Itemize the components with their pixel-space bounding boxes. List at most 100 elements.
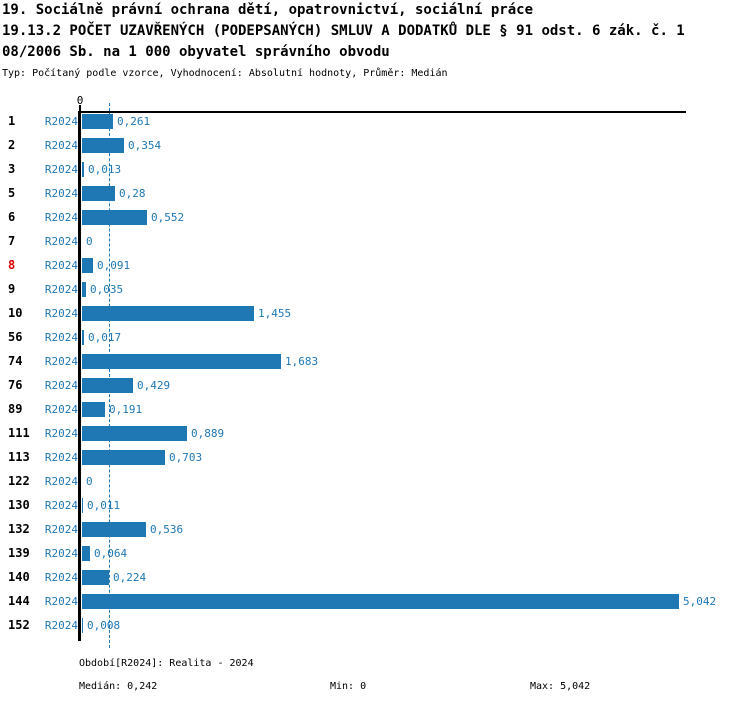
value-bar: [82, 354, 281, 369]
row-period-label: R2024: [44, 547, 78, 560]
value-bar: [82, 114, 113, 129]
row-period-label: R2024: [44, 403, 78, 416]
row-category-label: 130: [8, 498, 30, 512]
row-period-label: R2024: [44, 523, 78, 536]
row-category-label: 152: [8, 618, 30, 632]
value-label: 0,017: [88, 331, 122, 344]
footer-max: Max: 5,042: [530, 681, 591, 692]
row-period-label: R2024: [44, 475, 78, 488]
value-bar: [82, 498, 83, 513]
row-period-label: R2024: [44, 283, 78, 296]
value-label: 0,261: [117, 115, 151, 128]
row-category-label: 10: [8, 306, 23, 320]
row-period-label: R2024: [44, 427, 78, 440]
value-bar: [82, 426, 187, 441]
x-axis-line: [78, 111, 686, 113]
value-bar: [82, 522, 146, 537]
value-bar: [82, 618, 83, 633]
row-period-label: R2024: [44, 499, 78, 512]
footer-period-info: Období[R2024]: Realita - 2024: [79, 658, 254, 669]
value-bar: [82, 282, 86, 297]
value-label: 0,552: [151, 211, 185, 224]
value-label: 0,429: [137, 379, 171, 392]
median-reference-line: [109, 103, 110, 648]
row-category-label: 8: [8, 258, 16, 272]
row-period-label: R2024: [44, 211, 78, 224]
row-period-label: R2024: [44, 451, 78, 464]
value-label: 0,224: [113, 571, 147, 584]
row-category-label: 140: [8, 570, 30, 584]
value-bar: [82, 594, 679, 609]
row-category-label: 89: [8, 402, 23, 416]
row-category-label: 74: [8, 354, 23, 368]
row-category-label: 6: [8, 210, 16, 224]
report-title-line-1: 19. Sociálně právní ochrana dětí, opatro…: [2, 2, 534, 18]
row-category-label: 122: [8, 474, 30, 488]
value-label: 1,455: [258, 307, 292, 320]
row-category-label: 2: [8, 138, 16, 152]
row-category-label: 132: [8, 522, 30, 536]
value-bar: [82, 546, 90, 561]
row-period-label: R2024: [44, 259, 78, 272]
value-label: 0,703: [169, 451, 203, 464]
row-period-label: R2024: [44, 163, 78, 176]
value-bar: [82, 162, 84, 177]
row-category-label: 5: [8, 186, 16, 200]
value-bar: [82, 570, 109, 585]
y-axis-line: [78, 111, 81, 641]
value-bar: [82, 402, 105, 417]
row-period-label: R2024: [44, 187, 78, 200]
row-category-label: 1: [8, 114, 16, 128]
row-category-label: 7: [8, 234, 16, 248]
value-label: 0,035: [90, 283, 124, 296]
value-bar: [82, 186, 115, 201]
row-category-label: 139: [8, 546, 30, 560]
row-period-label: R2024: [44, 235, 78, 248]
value-label: 0,28: [119, 187, 146, 200]
report-title-line-3: 08/2006 Sb. na 1 000 obyvatel správního …: [2, 44, 390, 60]
row-period-label: R2024: [44, 619, 78, 632]
value-bar: [82, 306, 254, 321]
value-label: 5,042: [683, 595, 717, 608]
row-category-label: 56: [8, 330, 23, 344]
footer-median: Medián: 0,242: [79, 681, 158, 692]
row-period-label: R2024: [44, 115, 78, 128]
value-bar: [82, 378, 133, 393]
value-label: 0,011: [87, 499, 121, 512]
row-category-label: 3: [8, 162, 16, 176]
row-period-label: R2024: [44, 571, 78, 584]
value-label: 0,889: [191, 427, 225, 440]
value-bar: [82, 210, 147, 225]
row-period-label: R2024: [44, 595, 78, 608]
value-label: 0,064: [94, 547, 128, 560]
x-axis-zero-tick: [79, 105, 81, 111]
value-label: 0: [86, 235, 93, 248]
value-label: 1,683: [285, 355, 319, 368]
value-bar: [82, 258, 93, 273]
row-category-label: 76: [8, 378, 23, 392]
row-period-label: R2024: [44, 331, 78, 344]
value-bar: [82, 138, 124, 153]
report-title-line-2: 19.13.2 POČET UZAVŘENÝCH (PODEPSANÝCH) S…: [2, 23, 685, 39]
row-period-label: R2024: [44, 379, 78, 392]
report-subtitle: Typ: Počítaný podle vzorce, Vyhodnocení:…: [2, 68, 448, 79]
row-category-label: 111: [8, 426, 30, 440]
value-label: 0,191: [109, 403, 143, 416]
footer-min: Min: 0: [330, 681, 367, 692]
row-period-label: R2024: [44, 355, 78, 368]
row-period-label: R2024: [44, 139, 78, 152]
value-label: 0: [86, 475, 93, 488]
value-label: 0,536: [150, 523, 184, 536]
row-category-label: 113: [8, 450, 30, 464]
value-bar: [82, 330, 84, 345]
x-axis-zero-tick-label: 0: [76, 94, 84, 107]
row-category-label: 9: [8, 282, 16, 296]
value-label: 0,008: [87, 619, 121, 632]
row-period-label: R2024: [44, 307, 78, 320]
row-category-label: 144: [8, 594, 30, 608]
value-label: 0,013: [88, 163, 122, 176]
value-label: 0,091: [97, 259, 131, 272]
value-label: 0,354: [128, 139, 162, 152]
value-bar: [82, 450, 165, 465]
